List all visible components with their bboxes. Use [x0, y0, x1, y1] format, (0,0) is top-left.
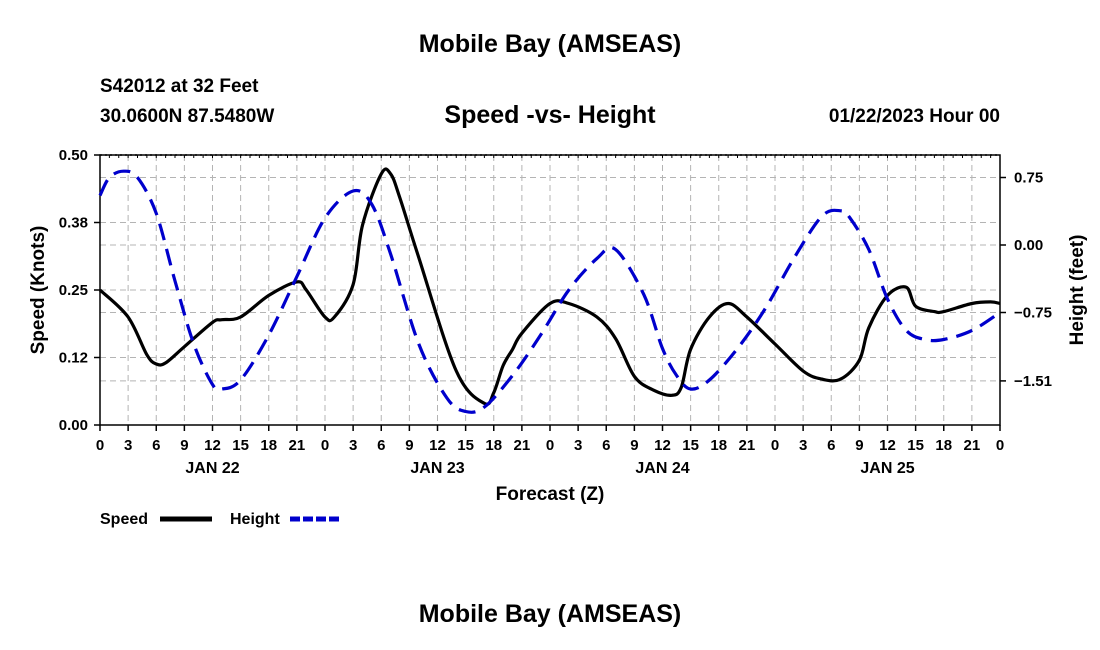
x-tick-label: 9: [630, 437, 638, 454]
y-tick-label: 0.25: [59, 282, 88, 299]
forecast-datetime: 01/22/2023 Hour 00: [828, 106, 1000, 127]
y2-tick-label: −0.75: [1014, 305, 1052, 322]
x-tick-label: 6: [152, 437, 160, 454]
y2-axis-label: Height (feet): [1067, 235, 1088, 346]
x-tick-label: 9: [855, 437, 863, 454]
main-title: Mobile Bay (AMSEAS): [418, 30, 682, 58]
x-tick-label: 18: [260, 437, 277, 454]
legend-label-speed: Speed: [100, 511, 148, 528]
speed-height-chart: 0 3 6 9 12 15 18 21 0 3 6 9 12 15 18 21 0 3 6 9 12 15 18 21 0 3 6 9…: [28, 147, 1088, 528]
x-tick-label: 6: [602, 437, 610, 454]
x-tick-label: 9: [180, 437, 188, 454]
chart-title: Speed -vs- Height: [444, 101, 656, 129]
x-tick-label: 18: [935, 437, 952, 454]
x-tick-label: 15: [907, 437, 924, 454]
y-tick-label: 0.50: [59, 147, 88, 164]
x-tick-label: 0: [321, 437, 329, 454]
x-tick-label: 18: [485, 437, 502, 454]
x-axis-label: Forecast (Z): [496, 484, 605, 505]
y2-tick-label: 0.75: [1014, 170, 1043, 187]
x-tick-label: 3: [574, 437, 582, 454]
height-series-line: [98, 169, 1001, 414]
x-tick-label: 15: [682, 437, 699, 454]
y2-tick-label: 0.00: [1014, 237, 1043, 254]
y-tick-label: 0.12: [59, 350, 88, 367]
x-tick-label: 3: [799, 437, 807, 454]
y-tick-label: 0.38: [59, 215, 88, 232]
legend-label-height: Height: [230, 511, 280, 528]
x-tick-label: 18: [710, 437, 727, 454]
day-label: JAN 25: [860, 460, 914, 477]
x-tick-label: 12: [654, 437, 671, 454]
legend: Speed Height: [100, 511, 342, 528]
x-tick-label: 0: [996, 437, 1004, 454]
x-tick-label: 15: [232, 437, 249, 454]
x-tick-label: 21: [514, 437, 531, 454]
day-label: JAN 24: [635, 460, 689, 477]
x-tick-label: 21: [289, 437, 306, 454]
x-tick-label: 15: [457, 437, 474, 454]
x-tick-label: 9: [405, 437, 413, 454]
y-tick-label: 0.00: [59, 417, 88, 434]
day-label: JAN 22: [185, 460, 239, 477]
x-tick-label: 0: [96, 437, 104, 454]
x-tick-label: 12: [204, 437, 221, 454]
coordinates-label: 30.0600N 87.5480W: [100, 106, 275, 127]
x-tick-label: 21: [739, 437, 756, 454]
day-label: JAN 23: [410, 460, 464, 477]
x-tick-label: 12: [429, 437, 446, 454]
x-tick-label: 6: [827, 437, 835, 454]
x-tick-label: 21: [964, 437, 981, 454]
x-tick-label: 0: [771, 437, 779, 454]
station-label: S42012 at 32 Feet: [100, 76, 259, 97]
x-tick-label: 6: [377, 437, 385, 454]
x-tick-label: 3: [124, 437, 132, 454]
series-lines: [98, 167, 1001, 414]
x-tick-label: 3: [349, 437, 357, 454]
y2-tick-label: −1.51: [1014, 373, 1052, 390]
y-axis-label: Speed (Knots): [28, 226, 49, 355]
footer-title: Mobile Bay (AMSEAS): [418, 600, 682, 628]
x-tick-label: 12: [879, 437, 896, 454]
speed-series-line: [98, 167, 1001, 406]
x-tick-label: 0: [546, 437, 554, 454]
